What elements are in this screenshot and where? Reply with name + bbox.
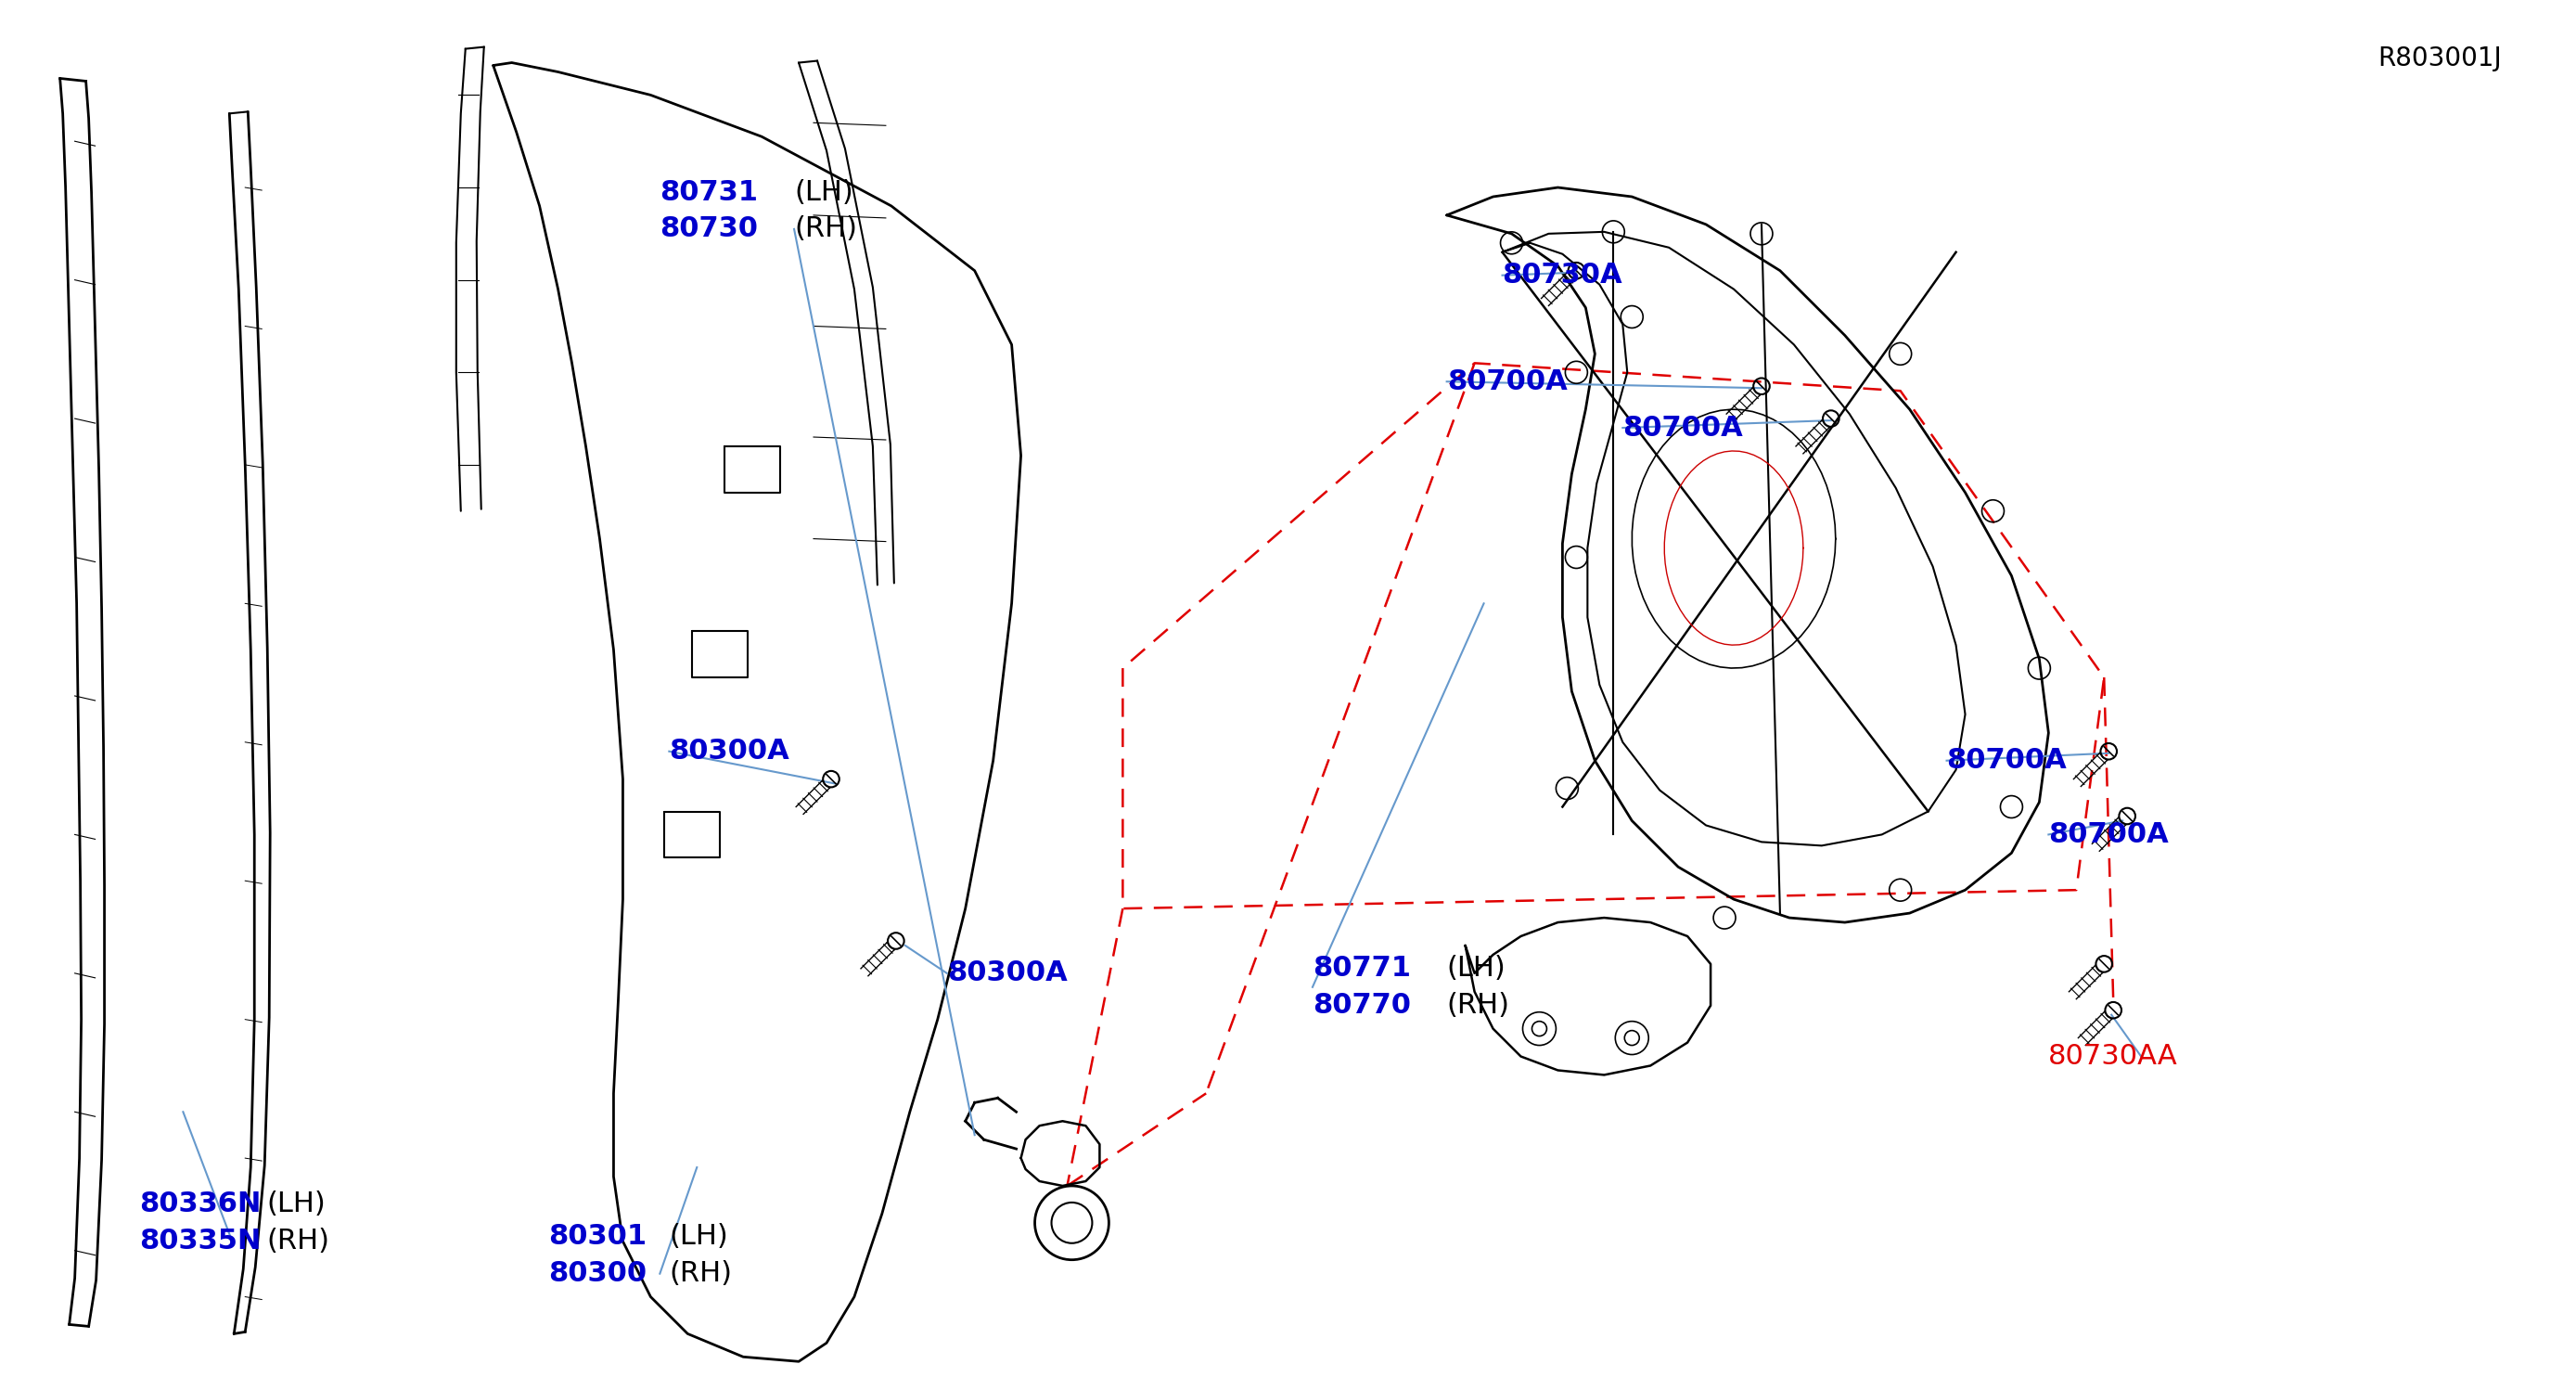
Text: 80731: 80731 <box>659 179 757 205</box>
Text: 80700A: 80700A <box>1448 368 1566 395</box>
Text: (RH): (RH) <box>670 1260 732 1287</box>
Text: (LH): (LH) <box>1448 956 1507 982</box>
Text: 80300A: 80300A <box>948 960 1066 987</box>
Text: 80700A: 80700A <box>1623 414 1744 441</box>
Text: 80300A: 80300A <box>670 738 788 764</box>
Text: 80730AA: 80730AA <box>2048 1042 2179 1070</box>
Text: 80730A: 80730A <box>1502 262 1623 289</box>
Text: R803001J: R803001J <box>2378 45 2501 72</box>
Text: (LH): (LH) <box>793 179 853 205</box>
Text: 80730: 80730 <box>659 216 757 242</box>
Text: 80771: 80771 <box>1314 956 1412 982</box>
Text: (LH): (LH) <box>265 1191 325 1217</box>
Text: (LH): (LH) <box>670 1223 729 1250</box>
Text: (RH): (RH) <box>793 216 858 242</box>
Text: 80335N: 80335N <box>139 1228 260 1254</box>
Text: (RH): (RH) <box>265 1228 330 1254</box>
Text: 80700A: 80700A <box>1947 748 2066 774</box>
Text: 80300: 80300 <box>549 1260 647 1287</box>
Text: 80770: 80770 <box>1314 991 1412 1019</box>
Text: 80336N: 80336N <box>139 1191 260 1217</box>
Text: 80700A: 80700A <box>2048 821 2169 848</box>
Text: 80301: 80301 <box>549 1223 647 1250</box>
Text: (RH): (RH) <box>1448 991 1510 1019</box>
